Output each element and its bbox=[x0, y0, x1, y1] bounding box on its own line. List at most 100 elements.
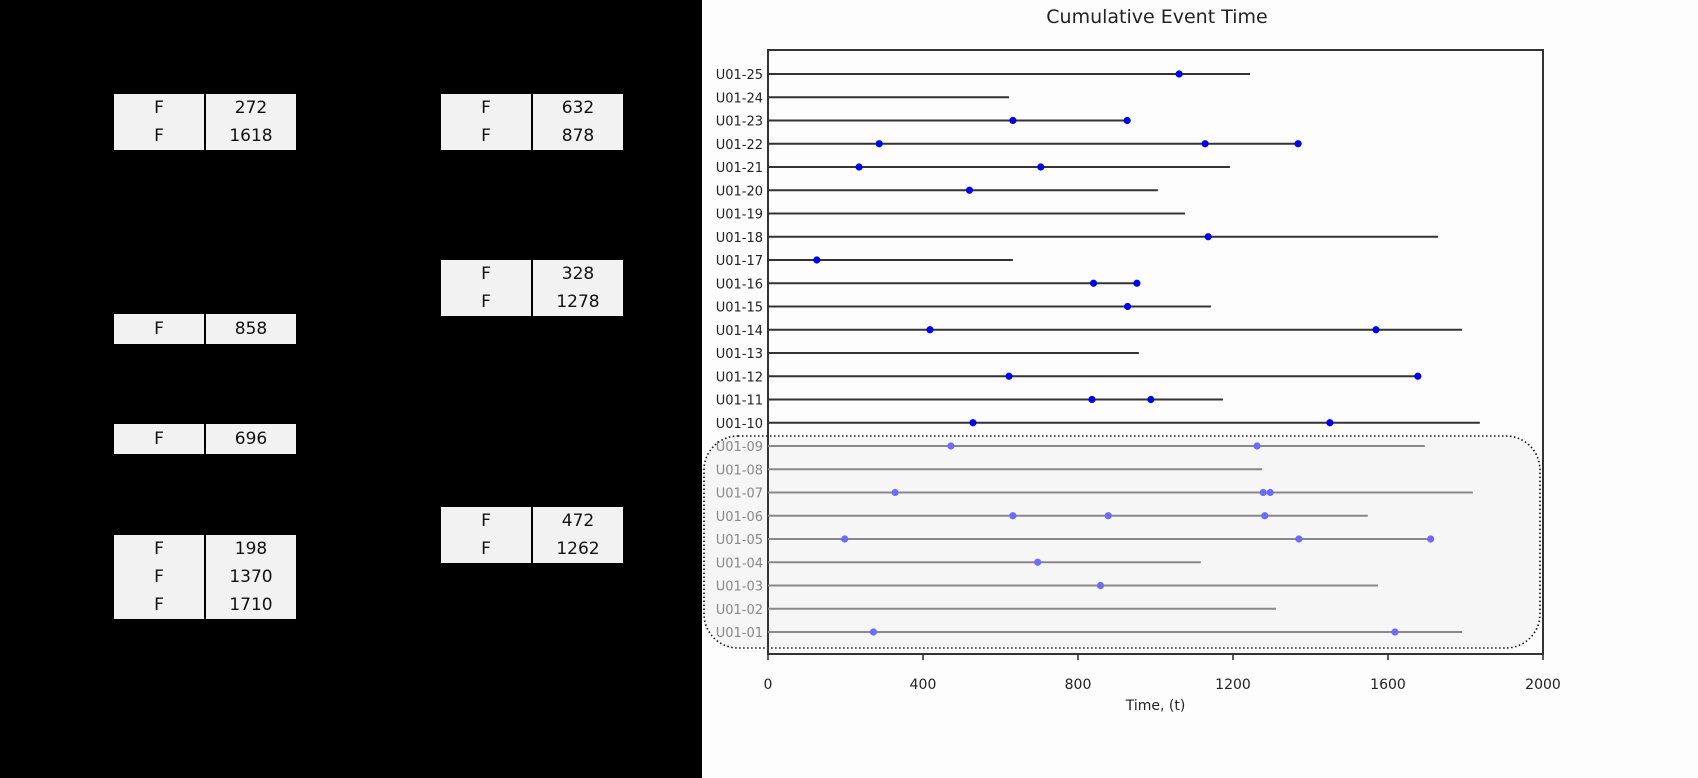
unit-label: U01-08 bbox=[716, 463, 763, 478]
event-marker[interactable] bbox=[1133, 279, 1141, 287]
unit-label: U01-15 bbox=[716, 301, 763, 316]
event-marker[interactable] bbox=[1096, 581, 1105, 590]
event-row: F 632 bbox=[441, 94, 623, 122]
unit-label: U01-02 bbox=[716, 603, 763, 618]
event-marker[interactable] bbox=[1009, 512, 1017, 520]
event-marker[interactable] bbox=[1124, 302, 1132, 311]
event-marker[interactable] bbox=[875, 140, 883, 148]
event-marker[interactable] bbox=[1253, 442, 1261, 450]
unit-label: U01-21 bbox=[716, 161, 763, 176]
event-code: F bbox=[154, 539, 164, 559]
event-marker[interactable] bbox=[1009, 116, 1017, 125]
unit-row: U01-15 bbox=[716, 301, 1211, 316]
event-marker[interactable] bbox=[1175, 70, 1183, 78]
unit-label: U01-10 bbox=[716, 417, 763, 432]
event-marker[interactable] bbox=[1391, 628, 1399, 636]
event-marker[interactable] bbox=[813, 256, 821, 264]
event-row: F 1710 bbox=[114, 591, 296, 619]
event-marker[interactable] bbox=[1294, 140, 1302, 148]
event-row: F 858 bbox=[114, 314, 296, 344]
event-marker[interactable] bbox=[891, 488, 899, 497]
event-marker[interactable] bbox=[1372, 326, 1380, 334]
unit-label: U01-17 bbox=[716, 254, 763, 269]
event-marker[interactable] bbox=[1147, 395, 1155, 404]
unit-label: U01-04 bbox=[716, 556, 763, 571]
event-time: 1710 bbox=[204, 591, 296, 619]
unit-label: U01-24 bbox=[716, 91, 763, 106]
cumulative-event-chart: U01-25 U01-24 U01-23 U01-22 U01-21 U01-20 U01-… bbox=[703, 49, 1561, 714]
event-code: F bbox=[481, 126, 491, 146]
event-row: F 272 bbox=[114, 94, 296, 122]
unit-label: U01-18 bbox=[716, 231, 763, 246]
unit-row: U01-13 bbox=[716, 347, 1139, 362]
event-code: F bbox=[481, 98, 491, 118]
unit-row: U01-03 bbox=[716, 580, 1378, 595]
x-tick-label: 2000 bbox=[1525, 677, 1561, 693]
event-marker[interactable] bbox=[947, 442, 955, 450]
event-marker[interactable] bbox=[1204, 233, 1212, 241]
event-marker[interactable] bbox=[855, 163, 863, 171]
event-time: 696 bbox=[204, 424, 296, 454]
event-marker[interactable] bbox=[1326, 419, 1334, 427]
unit-label: U01-03 bbox=[716, 580, 763, 595]
event-time: 1370 bbox=[204, 563, 296, 591]
unit-label: U01-05 bbox=[716, 533, 763, 548]
unit-label: U01-07 bbox=[716, 487, 763, 502]
unit-row: U01-07 bbox=[716, 487, 1473, 502]
event-table: F 472 F 1262 bbox=[441, 507, 623, 563]
event-time: 1262 bbox=[531, 535, 623, 563]
unit-row: U01-16 bbox=[716, 277, 1141, 292]
unit-row: U01-11 bbox=[716, 394, 1223, 409]
event-row: F 1370 bbox=[114, 563, 296, 591]
event-marker[interactable] bbox=[869, 628, 877, 636]
event-table: F 632 F 878 bbox=[441, 94, 623, 150]
event-marker[interactable] bbox=[1104, 512, 1112, 520]
unit-row: U01-24 bbox=[716, 91, 1010, 106]
highlight-group-box bbox=[703, 435, 1541, 649]
event-marker[interactable] bbox=[1427, 535, 1435, 543]
unit-row: U01-06 bbox=[716, 510, 1368, 525]
event-row: F 1262 bbox=[441, 535, 623, 563]
x-axis-title: Time, (t) bbox=[1125, 698, 1186, 714]
event-code: F bbox=[154, 319, 164, 339]
unit-label: U01-13 bbox=[716, 347, 763, 362]
event-marker[interactable] bbox=[969, 419, 977, 427]
event-table: F 328 F 1278 bbox=[441, 260, 623, 316]
x-tick-label: 400 bbox=[910, 677, 937, 693]
event-marker[interactable] bbox=[1088, 395, 1096, 404]
event-time: 328 bbox=[531, 260, 623, 288]
event-marker[interactable] bbox=[1005, 372, 1013, 380]
event-code: F bbox=[481, 264, 491, 284]
event-marker[interactable] bbox=[1266, 488, 1274, 497]
event-marker[interactable] bbox=[841, 535, 849, 543]
event-table: F 198 F 1370 F 1710 bbox=[114, 535, 296, 619]
event-marker[interactable] bbox=[1261, 512, 1269, 520]
unit-row: U01-19 bbox=[716, 208, 1185, 223]
event-marker[interactable] bbox=[1034, 558, 1042, 566]
unit-row: U01-21 bbox=[716, 161, 1230, 176]
event-row: F 1618 bbox=[114, 122, 296, 150]
unit-row: U01-05 bbox=[716, 533, 1435, 548]
event-code: F bbox=[154, 595, 164, 615]
event-code: F bbox=[481, 511, 491, 531]
event-marker[interactable] bbox=[926, 326, 934, 334]
event-table: F 858 bbox=[114, 314, 296, 344]
x-tick-label: 0 bbox=[764, 677, 773, 693]
event-marker[interactable] bbox=[1201, 140, 1209, 148]
event-marker[interactable] bbox=[1295, 535, 1303, 543]
event-marker[interactable] bbox=[1259, 488, 1267, 497]
event-time: 878 bbox=[531, 122, 623, 150]
event-marker[interactable] bbox=[1037, 163, 1045, 171]
event-marker[interactable] bbox=[965, 186, 974, 194]
unit-row: U01-23 bbox=[716, 115, 1131, 130]
event-row: F 328 bbox=[441, 260, 623, 288]
event-marker[interactable] bbox=[1123, 116, 1131, 125]
unit-row: U01-02 bbox=[716, 603, 1277, 618]
event-marker[interactable] bbox=[1414, 372, 1422, 380]
event-code: F bbox=[481, 539, 491, 559]
event-time: 1618 bbox=[204, 122, 296, 150]
event-marker[interactable] bbox=[1089, 279, 1098, 287]
event-code: F bbox=[154, 429, 164, 449]
unit-row: U01-10 bbox=[716, 417, 1480, 432]
unit-row: U01-20 bbox=[716, 184, 1158, 199]
